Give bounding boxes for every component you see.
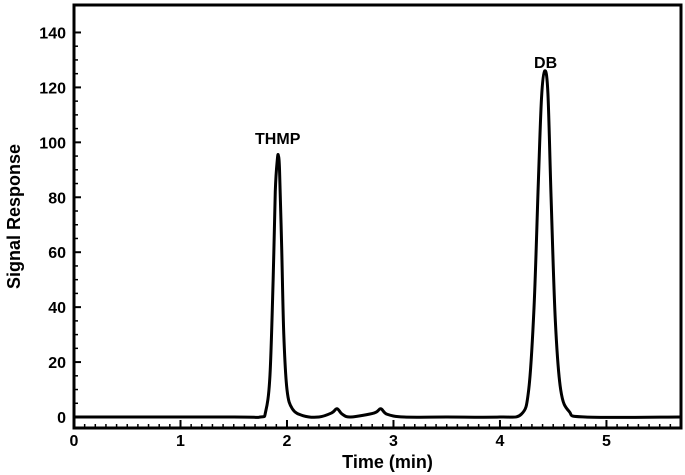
y-tick-label: 80: [48, 190, 66, 207]
y-tick-label: 40: [48, 300, 66, 317]
y-tick-label: 120: [39, 80, 66, 97]
y-tick-label: 20: [48, 355, 66, 372]
x-tick-label: 1: [176, 433, 185, 450]
y-tick-label: 140: [39, 25, 66, 42]
x-tick-label: 5: [602, 433, 611, 450]
x-axis-title: Time (min): [342, 452, 433, 472]
y-axis-ticks: 0 20 40 60 80 100 120 140: [39, 25, 81, 427]
y-tick-label: 60: [48, 245, 66, 262]
x-tick-label: 3: [389, 433, 398, 450]
signal-trace: [72, 69, 683, 419]
x-axis-ticks: 0 1 2 3 4 5: [70, 420, 672, 450]
plot-frame: [72, 3, 683, 430]
y-tick-label: 0: [57, 410, 66, 427]
x-tick-label: 4: [496, 433, 505, 450]
peak-label-thmp: THMP: [255, 131, 301, 148]
peak-annotations: THMP DB: [255, 55, 557, 148]
x-tick-label: 2: [283, 433, 292, 450]
x-tick-label: 0: [70, 433, 79, 450]
y-tick-label: 100: [39, 135, 66, 152]
y-axis-title: Signal Response: [4, 144, 24, 289]
peak-label-db: DB: [534, 55, 557, 72]
